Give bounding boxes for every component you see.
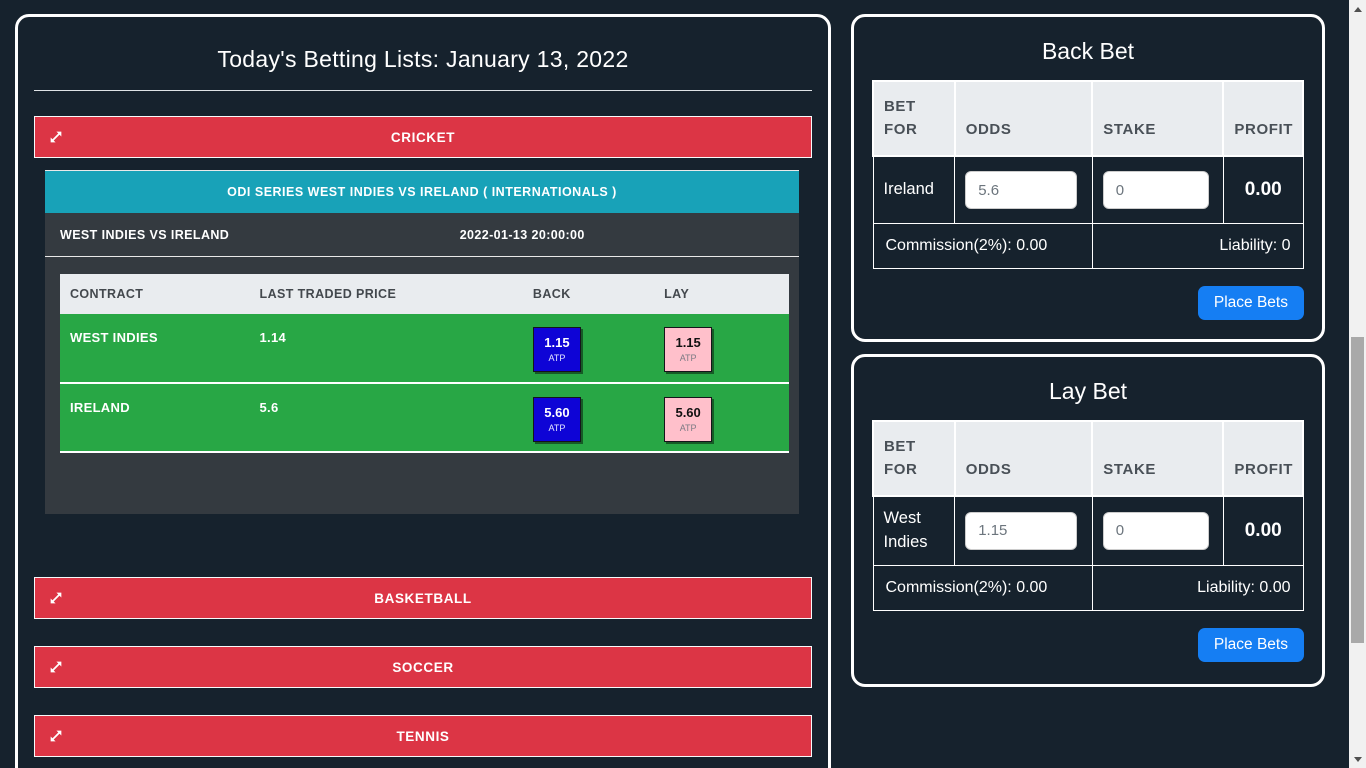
lay-bet-summary-row: Commission(2%): 0.00 Liability: 0.00	[872, 564, 1304, 611]
column-header-profit: PROFIT	[1222, 420, 1304, 497]
scroll-up-icon[interactable]	[1349, 2, 1366, 16]
lay-stake-input[interactable]	[1102, 511, 1209, 550]
liability-text: Liability: 0	[1091, 223, 1304, 269]
scrollbar-thumb[interactable]	[1351, 337, 1364, 643]
column-header-stake: STAKE	[1091, 420, 1225, 497]
back-bet-summary-row: Commission(2%): 0.00 Liability: 0	[872, 223, 1304, 269]
scroll-down-icon[interactable]	[1349, 752, 1366, 766]
odds-table-header-row: CONTRACT LAST TRADED PRICE BACK LAY	[60, 274, 789, 314]
lay-profit-value: 0.00	[1222, 495, 1304, 566]
column-header-bet-for: BET FOR	[872, 80, 956, 157]
column-header-odds: ODDS	[953, 80, 1094, 157]
back-profit-value: 0.00	[1222, 155, 1304, 224]
back-odds-button[interactable]: 1.15 ATP	[532, 327, 581, 372]
sport-label: SOCCER	[392, 659, 454, 675]
fixture-row[interactable]: WEST INDIES VS IRELAND 2022-01-13 20:00:…	[45, 213, 799, 257]
back-odds-button[interactable]: 5.60 ATP	[532, 397, 581, 442]
sport-accordion-tennis[interactable]: TENNIS	[34, 715, 812, 757]
fixture-datetime: 2022-01-13 20:00:00	[459, 227, 585, 242]
column-header-profit: PROFIT	[1222, 80, 1304, 157]
sport-label: CRICKET	[390, 129, 456, 145]
back-odds-input[interactable]	[965, 171, 1078, 209]
expand-arrows-icon	[48, 590, 64, 606]
lay-bet-panel: Lay Bet BET FOR ODDS STAKE PROFIT West I…	[851, 354, 1325, 687]
last-traded-price: 5.6	[259, 400, 279, 415]
expand-arrows-icon	[48, 659, 64, 675]
back-stake-input[interactable]	[1102, 171, 1209, 209]
page-title: Today's Betting Lists: January 13, 2022	[217, 46, 629, 72]
contract-name: IRELAND	[70, 400, 130, 415]
bet-for-name: West Indies	[872, 495, 956, 566]
lay-place-bets-button[interactable]: Place Bets	[1197, 627, 1304, 662]
title-divider	[34, 90, 812, 91]
column-header-contract: CONTRACT	[60, 274, 250, 314]
commission-text: Commission(2%): 0.00	[872, 564, 1093, 611]
lay-odds-button[interactable]: 5.60 ATP	[664, 397, 713, 442]
expand-arrows-icon	[48, 728, 64, 744]
back-bet-title: Back Bet	[1041, 38, 1135, 64]
lay-bet-title: Lay Bet	[1049, 378, 1127, 404]
betting-lists-panel: Today's Betting Lists: January 13, 2022 …	[15, 14, 831, 768]
lay-odds-button[interactable]: 1.15 ATP	[664, 327, 713, 372]
column-header-back: BACK	[522, 274, 655, 314]
odds-table: CONTRACT LAST TRADED PRICE BACK LAY WEST…	[60, 274, 789, 453]
column-header-last-traded-price: LAST TRADED PRICE	[249, 274, 523, 314]
contract-name: WEST INDIES	[70, 330, 158, 345]
bet-for-name: Ireland	[872, 155, 956, 224]
vertical-scrollbar[interactable]	[1349, 0, 1366, 768]
cricket-match-section: ODI SERIES WEST INDIES VS IRELAND ( INTE…	[45, 170, 799, 514]
column-header-odds: ODDS	[953, 420, 1094, 497]
table-row: IRELAND 5.6 5.60 ATP 5.60 ATP	[60, 383, 789, 452]
fixture-name: WEST INDIES VS IRELAND	[60, 227, 230, 242]
lay-bet-row: West Indies 0.00	[872, 495, 1304, 566]
lay-bet-table: BET FOR ODDS STAKE PROFIT West Indies 0.…	[872, 420, 1304, 611]
sport-label: BASKETBALL	[374, 590, 472, 606]
liability-text: Liability: 0.00	[1091, 564, 1304, 611]
sport-accordion-basketball[interactable]: BASKETBALL	[34, 577, 812, 619]
column-header-lay: LAY	[654, 274, 789, 314]
back-bet-row: Ireland 0.00	[872, 155, 1304, 224]
column-header-stake: STAKE	[1091, 80, 1225, 157]
commission-text: Commission(2%): 0.00	[872, 223, 1093, 269]
sport-accordion-cricket[interactable]: CRICKET	[34, 116, 812, 158]
sport-label: TENNIS	[396, 728, 450, 744]
sport-accordion-soccer[interactable]: SOCCER	[34, 646, 812, 688]
expand-arrows-icon	[48, 129, 64, 145]
lay-odds-input[interactable]	[965, 511, 1078, 550]
column-header-bet-for: BET FOR	[872, 420, 956, 497]
back-bet-panel: Back Bet BET FOR ODDS STAKE PROFIT Irela…	[851, 14, 1325, 342]
last-traded-price: 1.14	[259, 330, 287, 345]
table-row: WEST INDIES 1.14 1.15 ATP 1.15 ATP	[60, 314, 789, 383]
back-place-bets-button[interactable]: Place Bets	[1197, 286, 1304, 320]
back-bet-table: BET FOR ODDS STAKE PROFIT Ireland 0.00 C…	[872, 80, 1304, 269]
series-header: ODI SERIES WEST INDIES VS IRELAND ( INTE…	[45, 171, 799, 213]
